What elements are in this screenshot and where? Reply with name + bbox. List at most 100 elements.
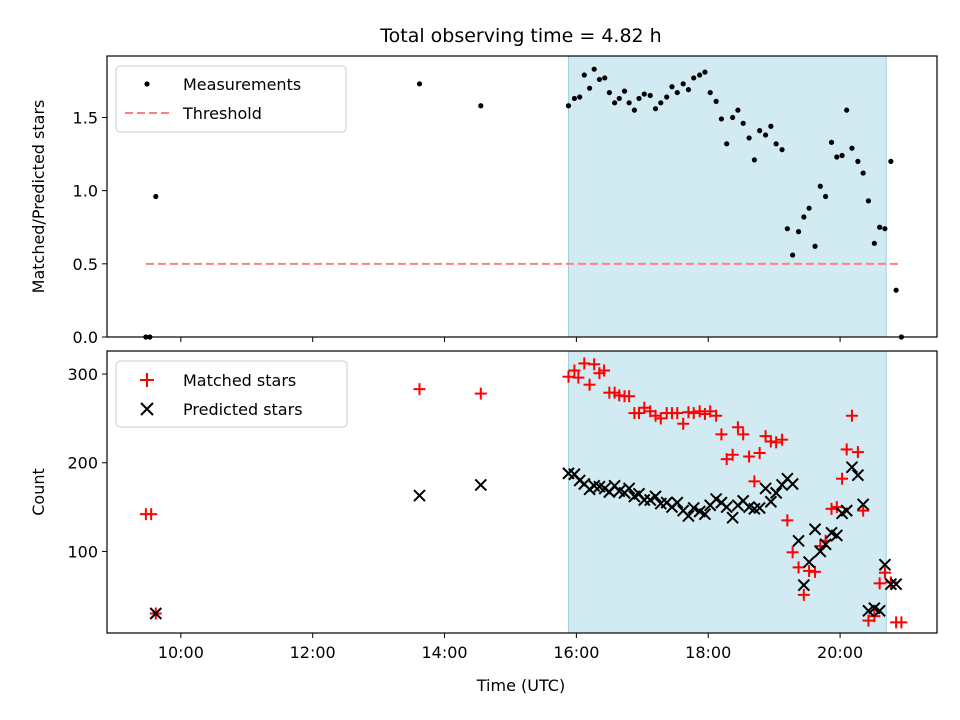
- matched-stars-point: [572, 371, 585, 384]
- matched-legend-marker: [140, 373, 154, 387]
- measurements-point: [877, 224, 883, 230]
- counts-series: [139, 357, 908, 629]
- predicted-stars-point: [814, 545, 827, 558]
- predicted-stars-point: [808, 523, 822, 536]
- matched-stars-point: [731, 421, 744, 434]
- measurements-point: [577, 94, 583, 100]
- matched-stars-point: [598, 364, 611, 377]
- y-tick-label: 100: [67, 542, 98, 561]
- measurements-point: [849, 145, 855, 151]
- predicted-stars-point: [682, 509, 695, 523]
- ratio-y-axis-label: Matched/Predicted stars: [29, 100, 48, 294]
- y-tick-label: 200: [67, 454, 98, 473]
- predicted-stars-point: [644, 493, 657, 507]
- predicted-stars-point: [622, 482, 636, 495]
- measurements-point: [773, 141, 779, 147]
- matched-stars-point: [710, 409, 723, 422]
- matched-stars-point: [413, 383, 426, 396]
- matched-stars-point: [568, 364, 581, 377]
- predicted-stars-point: [786, 477, 799, 491]
- measurements-point: [680, 81, 686, 87]
- ratio-legend: Measurements Threshold: [115, 65, 347, 133]
- measurements-point: [702, 69, 708, 75]
- measurements-point: [697, 72, 703, 78]
- matched-stars-point: [649, 409, 662, 422]
- measurements-point: [779, 147, 785, 153]
- matched-stars-point: [698, 407, 711, 420]
- y-tick-label: 1.0: [73, 182, 98, 201]
- matched-stars-point: [857, 504, 870, 517]
- measurements-point: [581, 72, 587, 78]
- y-tick-label: 300: [67, 365, 98, 384]
- measurements-point: [153, 193, 159, 200]
- matched-stars-point: [474, 387, 487, 400]
- matched-stars-point: [588, 358, 601, 371]
- matched-stars-point: [737, 428, 750, 441]
- matched-stars-point: [743, 450, 756, 463]
- predicted-stars-point: [687, 501, 700, 515]
- predicted-stars-point: [726, 511, 739, 524]
- measurements-point: [740, 120, 746, 126]
- counts-legend-box: [115, 360, 348, 428]
- measurements-point: [790, 252, 796, 258]
- measurements-point: [626, 100, 632, 106]
- counts-y-axis-label: Count: [29, 468, 48, 516]
- measurements-point: [860, 170, 866, 176]
- measurements-point: [855, 158, 861, 164]
- y-tick-label: 0.5: [73, 255, 98, 274]
- ratio-y-ticks: 0.0 0.5 1.0 1.5: [73, 108, 107, 347]
- predicted-stars-point: [720, 500, 733, 514]
- matched-stars-point: [845, 409, 858, 422]
- measurements-point: [591, 66, 597, 72]
- predicted-stars-point: [856, 498, 870, 511]
- measurements-point: [685, 87, 692, 93]
- measurements-point: [713, 98, 719, 104]
- matched-stars-point: [809, 565, 822, 578]
- matched-stars-point: [759, 430, 772, 443]
- measurements-point: [762, 132, 769, 138]
- predicted-stars-point: [819, 538, 832, 551]
- measurements-point: [652, 106, 659, 112]
- counts-axes-frame: [106, 350, 938, 634]
- y-tick-label: 0.0: [73, 328, 98, 347]
- matched-stars-point: [623, 390, 636, 403]
- matched-stars-point: [797, 588, 810, 601]
- x-tick-label: 12:00: [290, 643, 336, 662]
- counts-y-ticks: 100 200 300: [67, 365, 107, 561]
- x-tick-label: 16:00: [553, 643, 599, 662]
- measurements-point: [812, 243, 818, 249]
- measurements-point: [669, 84, 675, 90]
- predicted-stars-point: [884, 578, 898, 591]
- measurements-point: [718, 116, 725, 122]
- ratio-axes-frame: [106, 55, 938, 338]
- matched-stars-point: [677, 417, 690, 430]
- measurements-point: [612, 100, 618, 106]
- measurements-point: [806, 205, 812, 211]
- matched-stars-point: [748, 475, 761, 488]
- measurements-point: [834, 154, 840, 160]
- measurements-point: [571, 95, 578, 102]
- ratio-series: [143, 66, 905, 340]
- predicted-legend-marker: [140, 402, 154, 416]
- measurements-point: [606, 89, 612, 96]
- matched-stars-point: [145, 508, 158, 521]
- predicted-stars-point: [709, 492, 723, 506]
- counts-legend: Matched stars Predicted stars: [115, 360, 348, 428]
- measurements-point: [641, 91, 647, 97]
- predicted-stars-point: [797, 578, 811, 592]
- measurements-point: [865, 198, 872, 204]
- matched-stars-point: [726, 448, 739, 461]
- matched-stars-point: [715, 428, 728, 441]
- matched-stars-point: [693, 405, 706, 418]
- predicted-stars-point: [889, 578, 903, 591]
- predicted-stars-point: [792, 534, 805, 547]
- predicted-stars-point: [769, 486, 783, 500]
- measurements-point: [478, 103, 484, 109]
- predicted-stars-point: [830, 529, 844, 542]
- measurements-point: [596, 76, 603, 83]
- predicted-stars-point: [698, 507, 712, 521]
- measurements-point: [621, 88, 628, 94]
- measurements-point: [801, 214, 807, 220]
- y-tick-label: 1.5: [73, 108, 98, 127]
